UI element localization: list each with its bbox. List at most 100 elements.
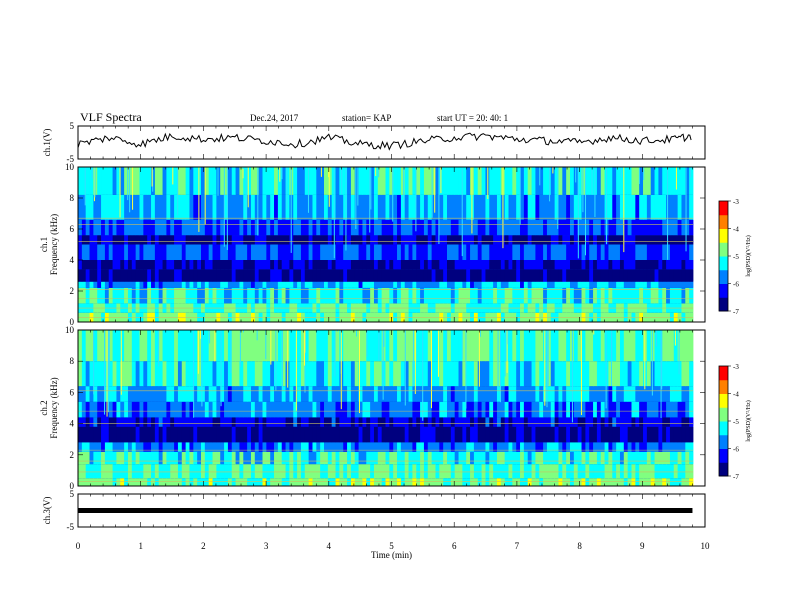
spectrogram-cell-ch2: [377, 442, 383, 452]
spectrogram-cell-ch2: [147, 478, 152, 486]
spectrogram-cell-ch2: [243, 361, 248, 387]
spectrogram-cell-ch2: [300, 478, 306, 486]
spectrogram-cell-ch2: [158, 417, 163, 427]
spectrogram-cell-ch1: [235, 194, 240, 220]
spectrogram-cell-ch1: [466, 269, 471, 282]
spectrogram-cell-ch1: [639, 281, 644, 288]
spectrogram-cell-ch2: [108, 401, 113, 418]
spectrogram-cell-ch2: [235, 330, 240, 362]
spectrogram-cell-ch2: [166, 401, 171, 418]
spectrogram-cell-ch1: [143, 260, 148, 270]
spectrogram-cell-ch1: [101, 194, 106, 220]
spectrogram-cell-ch2: [320, 478, 325, 486]
spectrogram-cell-ch2: [685, 464, 690, 479]
spectrogram-cell-ch2: [85, 361, 90, 387]
spectrogram-cell-ch2: [546, 386, 552, 402]
spectrogram-cell-ch1: [78, 287, 83, 304]
colorbar-tick-label: -3: [733, 363, 739, 371]
spectrogram-cell-ch2: [673, 386, 679, 402]
spectrogram-cell-ch2: [193, 417, 198, 427]
spectrogram-cell-ch1: [470, 235, 475, 245]
spectrogram-cell-ch2: [358, 330, 363, 362]
spectrogram-cell-ch2: [143, 442, 148, 452]
spectrogram-cell-ch2: [493, 451, 498, 465]
spectrogram-cell-ch1: [562, 287, 567, 304]
spectrogram-cell-ch2: [170, 417, 175, 427]
spectrogram-cell-ch1: [158, 269, 163, 282]
spectrogram-cell-ch2: [389, 417, 394, 427]
spectrogram-cell-ch1: [97, 167, 102, 195]
spectrogram-cell-ch2: [577, 417, 582, 427]
spectrogram-cell-ch2: [170, 464, 175, 479]
spectrogram-cell-ch1: [546, 244, 552, 260]
spectrogram-cell-ch2: [462, 417, 467, 427]
spectrogram-cell-ch2: [308, 386, 313, 402]
spectrogram-cell-ch2: [266, 478, 271, 486]
spectrogram-cell-ch1: [381, 219, 386, 236]
spectrogram-cell-ch2: [139, 426, 144, 443]
spectrogram-cell-ch2: [689, 442, 694, 452]
spectrogram-cell-ch2: [493, 426, 498, 443]
spectrogram-cell-ch2: [612, 417, 617, 427]
spectrogram-cell-ch1: [108, 244, 113, 260]
spectrogram-cell-ch2: [101, 386, 106, 402]
spectrogram-cell-ch1: [639, 244, 644, 260]
spectrogram-cell-ch1: [608, 244, 613, 260]
spectrogram-cell-ch1: [285, 167, 290, 195]
spectrogram-cell-ch1: [266, 219, 271, 236]
spectrogram-cell-ch2: [343, 464, 348, 479]
colorbar-segment-ch2: [719, 366, 728, 370]
spectrogram-cell-ch2: [400, 417, 406, 427]
spectrogram-cell-ch2: [285, 464, 290, 479]
spectrogram-cell-ch1: [300, 194, 306, 220]
spectrogram-cell-ch2: [335, 401, 340, 418]
spectrogram-cell-ch2: [116, 330, 121, 362]
spectrogram-cell-ch2: [435, 464, 440, 479]
spectrogram-cell-ch1: [558, 235, 563, 245]
spectrogram-cell-ch1: [89, 167, 94, 195]
spectrogram-cell-ch1: [458, 194, 463, 220]
spectrogram-cell-ch2: [539, 330, 544, 362]
spectrogram-cell-ch2: [97, 417, 102, 427]
spectrogram-cell-ch2: [504, 401, 509, 418]
spectrogram-cell-ch2: [400, 442, 406, 452]
spectrogram-cell-ch2: [270, 417, 275, 427]
spectrogram-cell-ch1: [473, 287, 479, 304]
spectrogram-cell-ch2: [212, 401, 217, 418]
spectrogram-cell-ch1: [481, 269, 486, 282]
spectrogram-cell-ch2: [220, 417, 225, 427]
spectrogram-cell-ch1: [485, 287, 490, 304]
spectrogram-cell-ch1: [212, 260, 217, 270]
spectrogram-cell-ch1: [673, 194, 679, 220]
colorbar-label: log(PSD)(V²/Hz): [745, 400, 752, 441]
spectrogram-cell-ch2: [631, 330, 636, 362]
spectrogram-cell-ch1: [270, 194, 275, 220]
spectrogram-cell-ch2: [431, 451, 436, 465]
spectrogram-cell-ch1: [662, 219, 667, 236]
spectrogram-cell-ch1: [308, 287, 313, 304]
spectrogram-cell-ch2: [362, 330, 367, 362]
spectrogram-cell-ch2: [277, 386, 283, 402]
spectrogram-cell-ch1: [412, 269, 417, 282]
spectrogram-cell-ch1: [185, 167, 190, 195]
colorbar-segment-ch1: [719, 228, 728, 232]
spectrogram-cell-ch1: [227, 260, 233, 270]
spectrogram-cell-ch1: [493, 167, 498, 195]
spectrogram-cell-ch1: [220, 269, 225, 282]
spectrogram-cell-ch2: [669, 330, 675, 362]
spectrogram-cell-ch2: [435, 361, 440, 387]
spectrogram-cell-ch2: [604, 426, 609, 443]
spectrogram-cell-ch1: [577, 260, 582, 270]
spectrogram-cell-ch2: [243, 464, 248, 479]
colorbar-segment-ch2: [719, 390, 728, 394]
spectrogram-cell-ch2: [289, 464, 294, 479]
spectrogram-cell-ch2: [227, 401, 233, 418]
spectrogram-cell-ch1: [170, 235, 175, 245]
spectrogram-cell-ch2: [304, 417, 310, 427]
spectrogram-cell-ch1: [654, 194, 659, 220]
spectrogram-cell-ch1: [131, 219, 137, 236]
spectrogram-cell-ch2: [212, 361, 217, 387]
spectrogram-cell-ch2: [331, 401, 336, 418]
spectrogram-cell-ch2: [204, 451, 210, 465]
spectrogram-cell-ch1: [124, 194, 129, 220]
